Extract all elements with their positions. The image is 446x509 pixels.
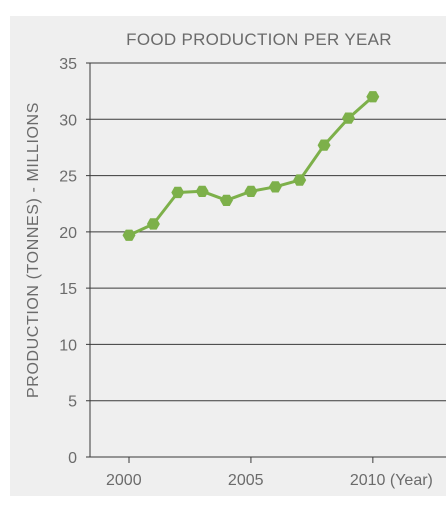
y-tick-label: 15 <box>59 281 77 298</box>
x-tick-label: 2000 <box>106 472 142 489</box>
y-axis-label: PRODUCTION (TONNES) - MILLIONS <box>25 102 42 398</box>
data-point-2004 <box>220 194 233 206</box>
y-tick-label: 35 <box>59 56 77 73</box>
data-point-2007 <box>293 174 307 186</box>
data-point-2003 <box>195 185 209 197</box>
grid-layer <box>86 62 446 402</box>
y-tick-label: 5 <box>68 394 77 411</box>
x-tick-label: 2005 <box>228 472 264 489</box>
data-point-2001 <box>146 218 160 230</box>
axis-layer: 0 5 10 15 20 25 30 35 2000 2005 2010 (Year) <box>59 56 446 489</box>
data-point-2009 <box>342 112 355 124</box>
y-tick-label: 0 <box>68 450 77 467</box>
data-point-2006 <box>268 181 282 193</box>
series-layer <box>122 91 380 241</box>
x-tick-label: 2010 (Year) <box>350 472 433 489</box>
y-tick-label: 30 <box>59 112 77 129</box>
y-tick-label: 20 <box>59 225 77 242</box>
data-point-2000 <box>122 229 136 241</box>
data-point-2002 <box>171 186 185 199</box>
series-line <box>128 95 374 237</box>
y-tick-label: 10 <box>59 337 77 354</box>
data-point-2005 <box>244 185 258 197</box>
y-tick-label: 25 <box>59 169 77 186</box>
data-point-2010 <box>366 91 380 103</box>
data-point-2008 <box>317 139 331 151</box>
chart-title: FOOD PRODUCTION PER YEAR <box>126 30 392 49</box>
